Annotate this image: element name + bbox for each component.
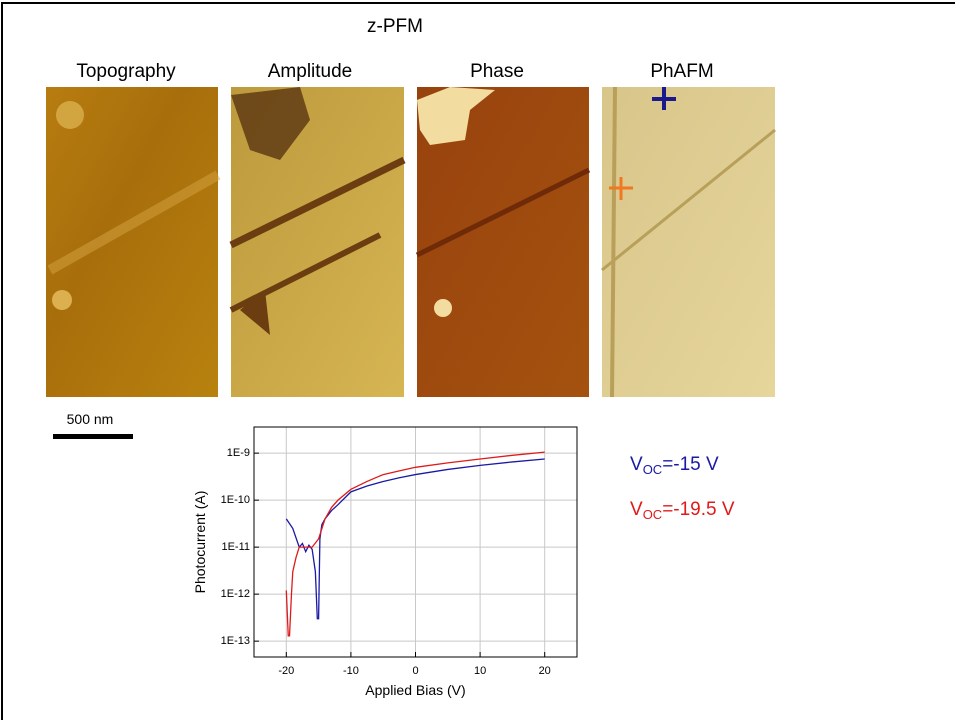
panel-label: Phase	[470, 61, 524, 82]
image-feature	[417, 87, 495, 145]
image-feature	[231, 87, 310, 160]
blue-cross	[652, 87, 676, 110]
image-feature	[610, 86, 617, 398]
x-tick-label: 0	[412, 665, 418, 677]
topography-image	[46, 87, 218, 397]
legend-entry: VOC=-19.5 V	[630, 499, 735, 522]
x-tick-label: 20	[539, 665, 551, 677]
y-tick-label: 1E-11	[221, 541, 250, 553]
x-axis-label: Applied Bias (V)	[365, 682, 465, 698]
images	[46, 86, 776, 398]
line	[285, 451, 545, 637]
image-feature	[56, 101, 84, 129]
panel-label: Amplitude	[268, 61, 353, 82]
scale-bar	[53, 434, 133, 439]
panel-label: PhAFM	[650, 61, 713, 82]
header: z-PFM	[367, 16, 423, 37]
x-tick-label: -10	[343, 665, 359, 677]
image-feature	[47, 170, 221, 275]
y-tick-label: 1E-13	[221, 635, 250, 647]
y-tick-label: 1E-10	[221, 494, 250, 506]
legend-text: OC	[643, 507, 663, 522]
y-axis-label: Photocurrent (A)	[192, 491, 208, 594]
legend-text: V	[630, 499, 643, 520]
y-tick-label: 1E-9	[227, 447, 250, 459]
legend-text: =-15 V	[662, 454, 719, 475]
image-feature	[229, 156, 406, 249]
image-feature	[52, 290, 72, 310]
chart: 1E-13 1E-12 1E-11 1E-10 1E-9 -20 -10 0 10 20 Appli…	[192, 426, 578, 698]
image-feature	[434, 299, 452, 317]
x-tick-label: -20	[278, 665, 294, 677]
scale-bar-label: 500 nm	[67, 411, 114, 427]
legend-text: =-19.5 V	[662, 499, 735, 520]
legend-entry: VOC=-15 V	[630, 454, 719, 477]
image-feature	[601, 128, 776, 272]
legend-text: V	[630, 454, 643, 475]
legend-text: OC	[643, 462, 663, 477]
y-tick-label: 1E-12	[221, 588, 250, 600]
phafm-image	[602, 87, 775, 397]
plot-frame	[253, 426, 578, 658]
image-feature	[415, 167, 591, 258]
orange-cross	[609, 177, 633, 200]
panel-label: Topography	[76, 61, 176, 82]
panel-labels: Topography Amplitude Phase PhAFM	[76, 61, 713, 82]
x-tick-label: 10	[474, 665, 486, 677]
image-feature	[240, 290, 270, 335]
